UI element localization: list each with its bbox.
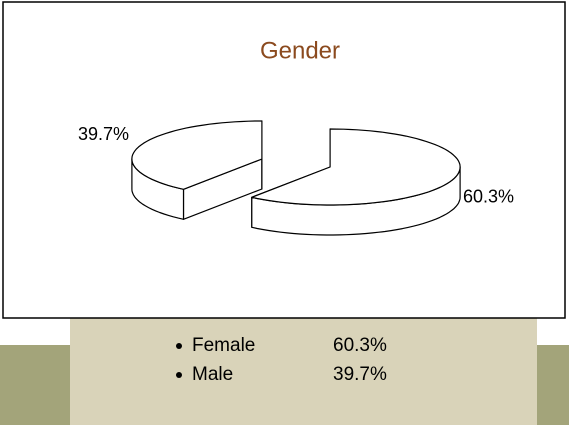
chart-title: Gender (260, 37, 340, 64)
legend-value: 60.3% (333, 335, 387, 356)
legend-value: 39.7% (333, 364, 387, 385)
legend-panel (70, 318, 537, 425)
chart-frame (2, 1, 566, 319)
legend-bullet (176, 372, 182, 378)
pie-slice (131, 120, 263, 220)
legend: Female 60.3% Male 39.7% (176, 335, 387, 385)
pie: 60.3% 39.7% (78, 120, 514, 236)
data-label: 39.7% (78, 124, 129, 144)
slice-top (251, 128, 461, 206)
data-label: 60.3% (463, 186, 514, 206)
legend-bullet (176, 343, 182, 349)
pie-slice (251, 128, 461, 236)
legend-label: Male (192, 364, 233, 385)
legend-label: Female (192, 335, 255, 356)
slice-top (131, 120, 263, 190)
